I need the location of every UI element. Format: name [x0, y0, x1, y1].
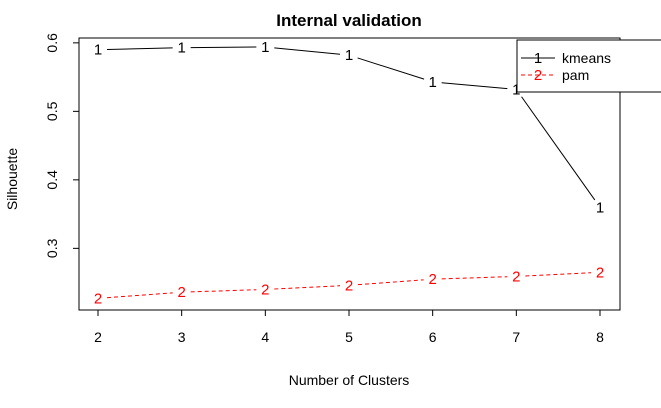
series-kmeans-point: 1 — [261, 39, 269, 56]
series-kmeans-segment — [190, 46, 257, 49]
series-pam-segment — [441, 276, 508, 280]
series-kmeans-point: 1 — [428, 74, 436, 91]
series-pam-point: 2 — [177, 284, 185, 301]
series-kmeans-point: 1 — [596, 199, 604, 216]
series-pam-segment — [525, 272, 592, 277]
legend-marker-kmeans: 1 — [534, 50, 542, 67]
legend: 1 kmeans 2 pam — [516, 39, 661, 93]
legend-label-kmeans: kmeans — [562, 50, 611, 66]
series-pam-segment — [274, 285, 341, 290]
x-axis: 2 3 4 5 6 7 8 — [94, 310, 604, 345]
series-pam-point: 2 — [512, 268, 520, 285]
series-kmeans-point: 1 — [512, 81, 520, 98]
series-pam-segment — [190, 289, 257, 293]
x-tick-label: 3 — [178, 329, 186, 345]
y-tick-label: 0.3 — [44, 238, 60, 258]
x-tick-label: 6 — [429, 329, 437, 345]
series-kmeans: 1 1 1 11 11 — [94, 39, 604, 216]
series-pam: 2 2 2 2 2 2 2 — [94, 264, 604, 307]
series-kmeans-segment — [521, 96, 596, 201]
x-tick-label: 7 — [512, 329, 520, 345]
chart-title: Internal validation — [276, 11, 421, 30]
series-kmeans-segment — [274, 47, 341, 55]
legend-marker-pam: 2 — [534, 67, 542, 84]
series-pam-point: 2 — [261, 281, 269, 298]
y-axis: 0.3 0.4 0.5 0.6 — [44, 33, 79, 258]
series-pam-point: 2 — [94, 290, 102, 307]
series-pam-segment — [106, 292, 173, 299]
x-tick-label: 2 — [94, 329, 102, 345]
legend-box — [516, 39, 661, 93]
series-kmeans-point: 1 — [345, 47, 353, 64]
series-kmeans-segment — [441, 82, 508, 90]
y-tick-label: 0.5 — [44, 101, 60, 121]
y-tick-label: 0.4 — [44, 170, 60, 190]
x-tick-label: 5 — [345, 329, 353, 345]
y-axis-label: Silhouette — [4, 148, 20, 210]
series-kmeans-point: 1 — [177, 40, 185, 57]
x-axis-label: Number of Clusters — [289, 372, 410, 388]
x-tick-label: 4 — [261, 329, 269, 345]
legend-label-pam: pam — [562, 67, 589, 83]
series-kmeans-segment — [357, 57, 425, 80]
y-tick-label: 0.6 — [44, 33, 60, 53]
series-pam-segment — [357, 279, 424, 286]
series-kmeans-point: 1 — [94, 42, 102, 59]
series-pam-point: 2 — [345, 277, 353, 294]
series-kmeans-segment — [106, 47, 173, 50]
series-pam-point: 2 — [596, 264, 604, 281]
series-layer: 1 1 1 11 112 2 2 2 2 2 2 — [94, 39, 604, 307]
series-pam-point: 2 — [428, 271, 436, 288]
x-tick-label: 8 — [596, 329, 604, 345]
